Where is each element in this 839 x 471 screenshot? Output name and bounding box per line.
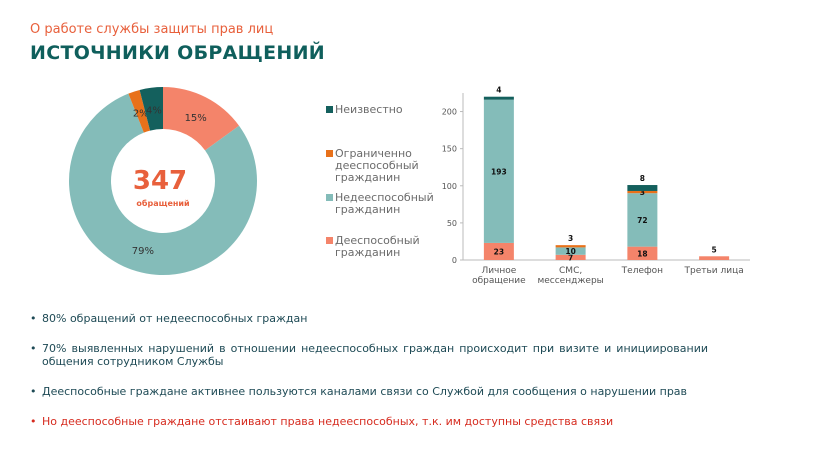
data-label: 193 [491,167,507,176]
bar-segment [483,96,514,100]
legend-swatch [326,150,333,157]
legend-swatch [326,194,333,201]
bar-segment [627,185,658,191]
data-label: 3 [568,234,573,243]
legend-label: Дееспособный гражданин [335,234,420,259]
legend-item: Ограниченно дееспособный гражданин [326,148,445,184]
bar-segment [555,245,586,248]
bar-segment [627,193,658,247]
legend-label: Неизвестно [335,103,403,116]
y-tick-label: 150 [442,145,457,154]
x-tick-label: СМС, мессенджеры [537,266,604,286]
x-tick-label: Личное обращение [472,266,526,286]
center-value: 347 [133,166,187,196]
legend-label: Недееспособный гражданин [335,191,434,216]
slice-label: 4% [146,106,162,117]
bar-segment [699,256,730,260]
donut-slice [128,89,151,133]
subtitle: О работе службы защиты прав лиц [30,22,274,37]
bullet-list: 80% обращений от недееспособных граждан 7… [28,312,708,445]
data-label: 72 [637,216,647,225]
legend-item: Дееспособный гражданин [326,235,445,259]
data-label: 3 [640,188,645,197]
bar-segment [555,254,586,260]
donut-chart: 15% 79% 2%4% 347 обращений [68,87,257,275]
bar-chart: 0 50 100 150 200 23 193 4 710 3 18 72 3 8 5 [442,86,750,265]
bar-segment [627,190,658,194]
legend-item: Недееспособный гражданин [326,192,445,216]
y-tick-label: 200 [442,108,457,117]
legend-swatch [326,106,333,113]
legend-item: Неизвестно [326,104,445,116]
slice-label: 79% [132,246,154,257]
bullet: Но дееспособные граждане отстаивают прав… [28,415,708,428]
bullet: 80% обращений от недееспособных граждан [28,312,708,325]
data-label: 7 [568,253,573,262]
y-tick-label: 100 [442,182,457,191]
legend-swatch [326,237,333,244]
slice-label: 2% [133,109,149,120]
data-label: 8 [640,174,645,183]
donut-slice [68,93,257,275]
data-label: 4 [496,86,501,95]
legend-label: Ограниченно дееспособный гражданин [335,147,419,184]
bar-segment [483,242,514,260]
x-tick-label: Третьи лица [684,266,744,276]
data-label: 23 [494,247,504,256]
bar-segment [555,247,586,255]
data-label: 18 [637,249,647,258]
x-tick-label: Телефон [621,266,664,276]
y-tick-label: 0 [452,256,457,265]
center-label: обращений [136,198,189,208]
data-label: 5 [712,245,717,254]
bullet: 70% выявленных нарушений в отношении нед… [28,342,708,368]
data-label: 10 [565,247,575,256]
bar-segment [627,246,658,260]
title: ИСТОЧНИКИ ОБРАЩЕНИЙ [30,42,325,64]
slice-label: 15% [185,113,207,124]
y-tick-label: 50 [447,219,457,228]
bar-segment [483,99,514,243]
bullet: Дееспособные граждане активнее пользуютс… [28,385,708,398]
donut-slice [163,87,240,151]
donut-slice [139,87,163,131]
